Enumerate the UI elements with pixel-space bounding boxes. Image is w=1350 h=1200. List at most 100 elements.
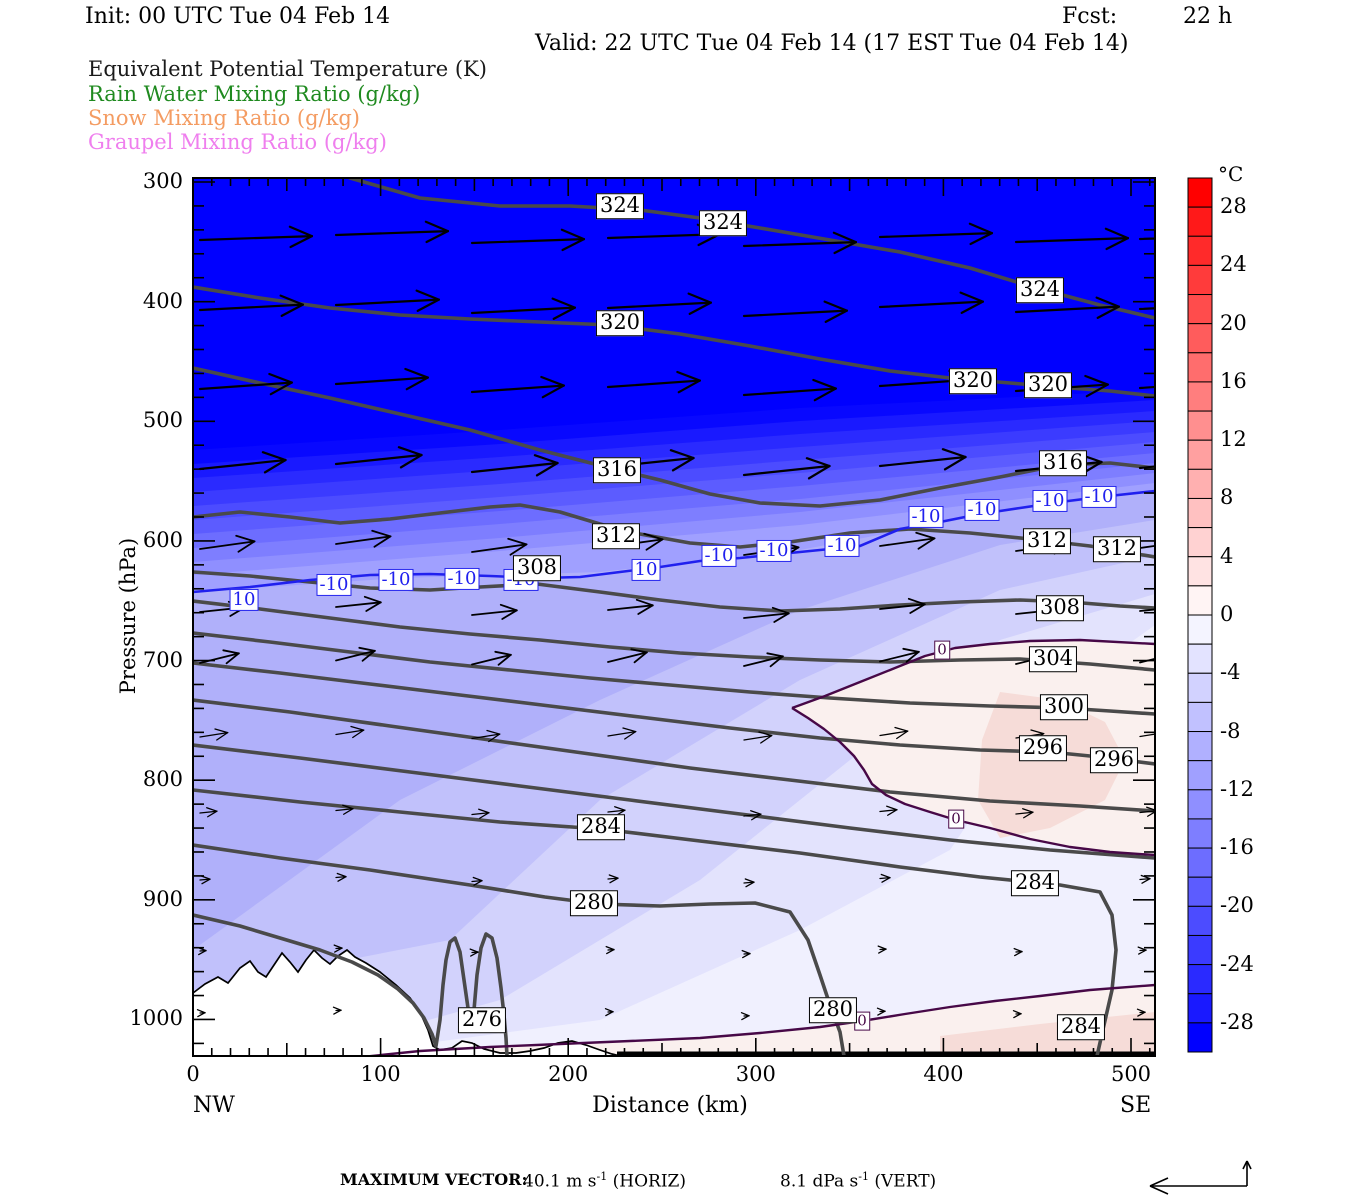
wind-arrow: [604, 1008, 614, 1017]
axes-frame: [192, 177, 1156, 1057]
wind-arrow: [606, 370, 701, 394]
theta-e-contour-280: [193, 843, 846, 1056]
wind-arrow: [332, 1006, 342, 1015]
wind-arrow: [879, 805, 898, 816]
wind-arrow: [879, 597, 926, 614]
wind-arrow: [605, 945, 615, 955]
wind-arrow: [743, 606, 790, 623]
wind-arrow: [334, 220, 450, 244]
wind-arrow: [471, 876, 483, 886]
max-vector-vert: 8.1 dPa s-1 (VERT): [780, 1170, 936, 1192]
wind-arrow: [742, 457, 831, 480]
wind-arrow: [743, 878, 755, 888]
x-axis-left-marker: NW: [193, 1093, 235, 1118]
wind-arrow: [335, 646, 376, 662]
wind-arrow: [335, 595, 382, 612]
theta-e-contour-284: [193, 788, 1118, 1056]
wind-arrow: [469, 948, 479, 957]
wind-arrow: [471, 537, 528, 556]
wind-arrow: [470, 454, 559, 477]
wind-arrow: [470, 375, 565, 399]
wind-arrow: [1015, 808, 1034, 819]
wind-arrow: [742, 300, 848, 323]
max-vector-horiz-value: 40.1 m s: [523, 1171, 597, 1192]
wind-arrow: [878, 291, 984, 314]
max-vector-horiz: 40.1 m s-1 (HORIZ): [523, 1170, 686, 1192]
theta-e-contour-292: [193, 698, 1155, 813]
max-vector-vert-unit: (VERT): [868, 1171, 937, 1192]
wind-arrow: [199, 649, 240, 665]
wind-arrow: [606, 292, 712, 315]
max-vector-vert-value: 8.1 dPa s: [780, 1171, 859, 1192]
wind-arrow: [335, 872, 347, 882]
wind-arrow: [198, 372, 293, 396]
wind-arrow: [879, 531, 936, 550]
wind-arrow: [198, 451, 287, 474]
wind-arrow: [877, 945, 887, 954]
legend-equivalent-potential-temperature: Equivalent Potential Temperature (K): [88, 57, 487, 81]
max-vector-vert-exponent: -1: [858, 1170, 869, 1183]
wind-arrow: [1014, 296, 1120, 319]
wind-arrow: [335, 529, 392, 548]
wind-arrow: [1014, 227, 1130, 251]
x-axis-title: Distance (km): [592, 1093, 748, 1118]
wind-arrow: [199, 728, 229, 741]
max-vector-label: MAXIMUM VECTOR:: [340, 1170, 528, 1189]
wind-arrow: [198, 225, 314, 249]
wind-arrow: [199, 807, 218, 818]
wind-arrow: [1137, 946, 1147, 955]
wind-arrow: [879, 873, 891, 883]
wind-arrow: [607, 648, 648, 664]
wind-arrow: [878, 448, 967, 471]
wind-arrow: [334, 289, 440, 312]
wind-arrow: [879, 726, 909, 740]
forecast-hour-label: Fcst:: [1062, 4, 1118, 29]
wind-arrow: [742, 378, 837, 402]
wind-arrow: [743, 731, 773, 744]
wind-arrow: [335, 725, 365, 739]
max-vector-horiz-unit: (HORIZ): [607, 1171, 686, 1192]
colorbar: [1187, 177, 1213, 1053]
wind-arrow: [878, 222, 994, 246]
theta-e-contour-276: [193, 913, 509, 1056]
wind-arrow: [876, 1007, 886, 1016]
wind-arrow: [333, 944, 343, 953]
legend-rain-water-mixing-ratio: Rain Water Mixing Ratio (g/kg): [88, 82, 421, 106]
x-axis-right-marker: SE: [1120, 1093, 1152, 1118]
wind-arrow: [334, 446, 423, 469]
wind-arrow: [334, 367, 429, 391]
wind-arrow: [198, 294, 304, 317]
wind-arrow: [742, 231, 858, 255]
colorbar-unit-label: °C: [1218, 162, 1244, 186]
wind-arrow: [471, 603, 518, 620]
wind-arrow: [879, 647, 920, 663]
wind-arrow: [335, 804, 354, 815]
wind-arrow: [740, 1012, 750, 1021]
init-time: Init: 00 UTC Tue 04 Feb 14: [85, 4, 391, 29]
wind-arrow: [1139, 874, 1151, 884]
wind-arrow: [1013, 947, 1023, 957]
forecast-hour-value: 22 h: [1183, 4, 1233, 29]
y-axis-title: Pressure (hPa): [116, 537, 140, 695]
wind-arrow: [1139, 727, 1155, 738]
wind-arrow: [1012, 1010, 1022, 1019]
legend-snow-mixing-ratio: Snow Mixing Ratio (g/kg): [88, 106, 360, 130]
wind-arrow: [471, 729, 501, 743]
legend-graupel-mixing-ratio: Graupel Mixing Ratio (g/kg): [88, 130, 387, 154]
wind-arrow: [607, 874, 619, 884]
theta-e-contour-308: [193, 570, 1155, 613]
wind-arrow: [470, 228, 586, 252]
wind-arrow: [741, 949, 751, 959]
max-vector-horiz-exponent: -1: [596, 1170, 608, 1183]
wind-arrow: [471, 650, 512, 666]
wind-arrow: [196, 1009, 206, 1018]
theta-e-contour-316: [193, 366, 1155, 508]
wind-arrow: [1136, 1008, 1146, 1017]
wind-arrow: [607, 727, 637, 740]
wind-arrow: [743, 652, 784, 668]
wind-arrow: [1139, 608, 1155, 612]
wind-arrow: [607, 598, 654, 615]
wind-arrow: [199, 534, 256, 553]
